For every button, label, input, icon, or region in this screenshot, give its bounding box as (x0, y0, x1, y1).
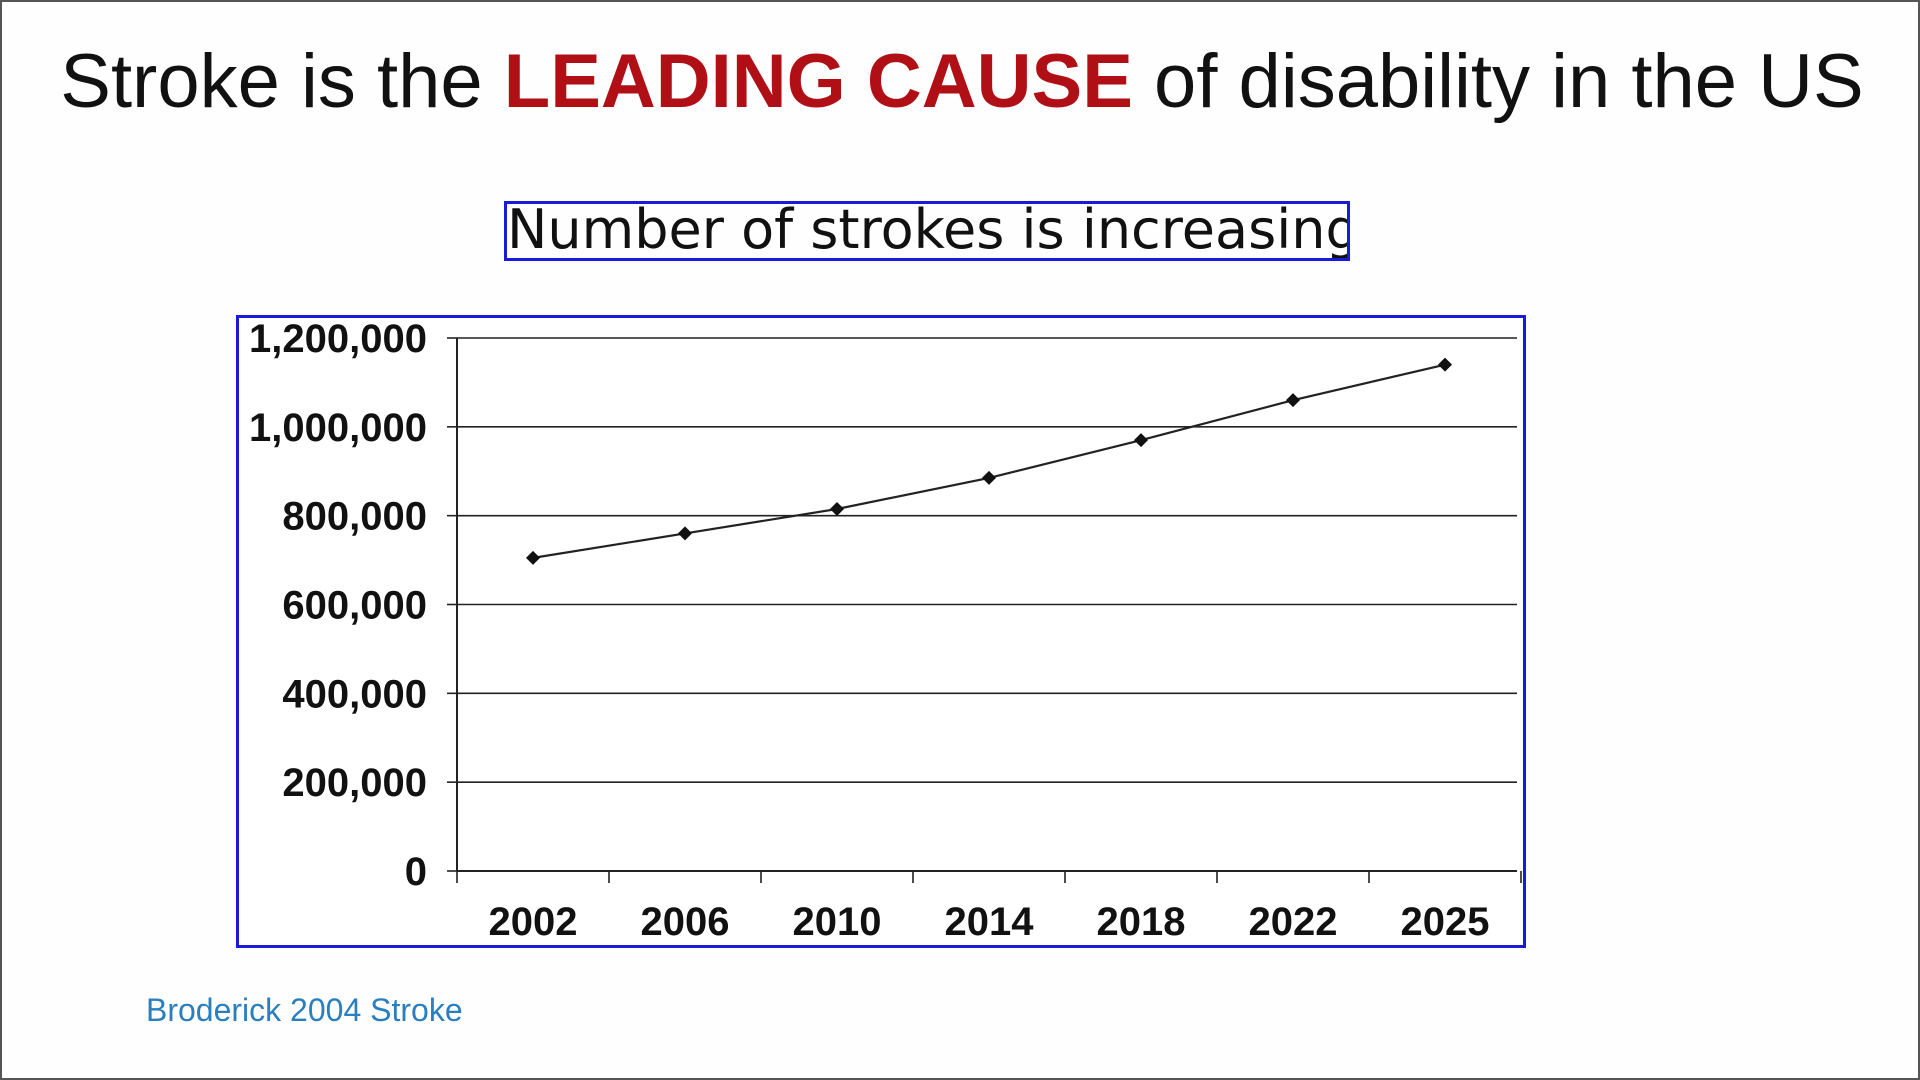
data-point-2014 (982, 470, 996, 485)
x-tick-label-2018: 2018 (1097, 900, 1186, 944)
title-highlight: LEADING CAUSE (503, 39, 1133, 124)
x-tick-label-2025: 2025 (1401, 900, 1490, 944)
title-text-after: of disability in the US (1132, 39, 1864, 124)
y-tick-label-4: 800,000 (282, 495, 427, 539)
series-line-0 (532, 363, 1446, 559)
y-tick-label-2: 400,000 (282, 672, 427, 716)
x-tick-label-2006: 2006 (641, 900, 730, 944)
x-tick-label-2022: 2022 (1249, 900, 1338, 944)
x-tick-label-2002: 2002 (489, 900, 578, 944)
title-text-before: Stroke is the (60, 39, 504, 124)
data-point-2010 (830, 502, 844, 517)
y-tick-label-5: 1,000,000 (249, 406, 427, 450)
data-point-2018 (1134, 433, 1148, 448)
data-point-2006 (678, 526, 692, 541)
slide-title: Stroke is the LEADING CAUSE of disabilit… (2, 38, 1920, 125)
data-point-2025 (1438, 357, 1452, 372)
x-tick-label-2010: 2010 (793, 900, 882, 944)
x-tick-label-2014: 2014 (945, 900, 1035, 944)
data-point-2022 (1286, 393, 1300, 408)
source-citation: Broderick 2004 Stroke (146, 992, 463, 1028)
chart-frame: 0 200,000 400,000 600,000 800,000 1,000,000 1,… (236, 315, 1526, 948)
y-tick-label-0: 0 (405, 850, 427, 894)
line-chart: 0 200,000 400,000 600,000 800,000 1,000,000 1,… (249, 318, 1522, 944)
y-tick-label-3: 600,000 (282, 584, 427, 628)
chart-subtitle: Number of strokes is increasing (504, 201, 1350, 261)
data-point-2002 (526, 550, 540, 565)
y-tick-label-1: 200,000 (282, 761, 427, 805)
y-tick-label-6: 1,200,000 (249, 318, 427, 361)
